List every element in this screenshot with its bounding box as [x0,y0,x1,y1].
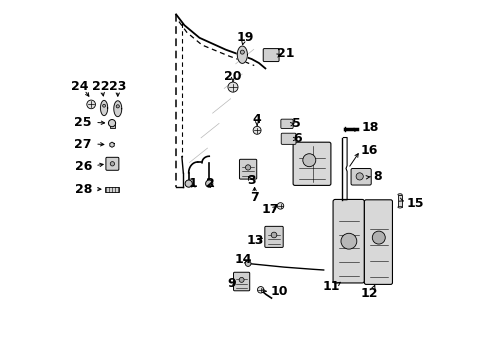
Text: 26: 26 [74,160,92,173]
Text: 10: 10 [270,285,287,298]
Circle shape [102,104,105,107]
Text: 5: 5 [292,117,301,130]
Circle shape [110,162,114,166]
Polygon shape [237,46,247,63]
Text: 24: 24 [71,80,88,93]
Circle shape [302,154,315,167]
Text: 18: 18 [361,121,378,134]
Circle shape [371,231,385,244]
Text: 7: 7 [250,191,259,204]
Bar [109,122,114,128]
Text: 20: 20 [224,70,241,83]
Circle shape [205,180,212,187]
Text: 19: 19 [236,31,253,44]
Text: 27: 27 [74,138,92,150]
Text: 3: 3 [247,174,256,187]
Text: 12: 12 [360,287,378,300]
FancyBboxPatch shape [106,157,119,170]
Text: 22: 22 [92,80,109,93]
Bar [397,195,401,207]
Circle shape [240,50,244,54]
Bar [104,187,119,192]
Text: 4: 4 [252,113,261,126]
FancyBboxPatch shape [332,199,364,283]
Circle shape [227,82,238,92]
Circle shape [277,203,283,209]
Text: 28: 28 [74,183,92,195]
Text: 21: 21 [277,47,294,60]
Text: 6: 6 [293,132,302,145]
Circle shape [253,126,261,134]
Circle shape [244,261,250,266]
Ellipse shape [397,194,401,195]
Text: 14: 14 [234,253,252,266]
Polygon shape [101,100,107,116]
Circle shape [257,287,264,293]
Text: 9: 9 [227,277,235,290]
Text: 2: 2 [206,177,215,190]
FancyBboxPatch shape [239,159,256,179]
FancyBboxPatch shape [292,142,330,185]
Circle shape [271,232,276,238]
Polygon shape [114,101,122,117]
Text: 17: 17 [261,203,279,216]
FancyBboxPatch shape [281,133,295,144]
Text: 25: 25 [74,116,92,129]
Polygon shape [110,142,114,147]
FancyBboxPatch shape [233,272,249,291]
Text: 8: 8 [373,170,381,183]
Text: 11: 11 [322,280,340,293]
Circle shape [239,278,244,282]
Circle shape [108,120,115,127]
FancyBboxPatch shape [280,119,292,129]
FancyBboxPatch shape [350,168,370,185]
Circle shape [340,233,356,249]
Text: 13: 13 [246,234,264,247]
FancyBboxPatch shape [364,200,392,284]
FancyBboxPatch shape [264,226,283,247]
Ellipse shape [397,206,401,208]
Circle shape [116,105,119,108]
FancyBboxPatch shape [263,49,279,62]
Text: 16: 16 [360,144,377,157]
Circle shape [185,180,192,187]
Text: 15: 15 [406,197,423,210]
Circle shape [355,173,363,180]
Text: 23: 23 [109,80,126,93]
Circle shape [87,100,95,109]
Text: 1: 1 [189,177,197,190]
Circle shape [245,165,250,170]
